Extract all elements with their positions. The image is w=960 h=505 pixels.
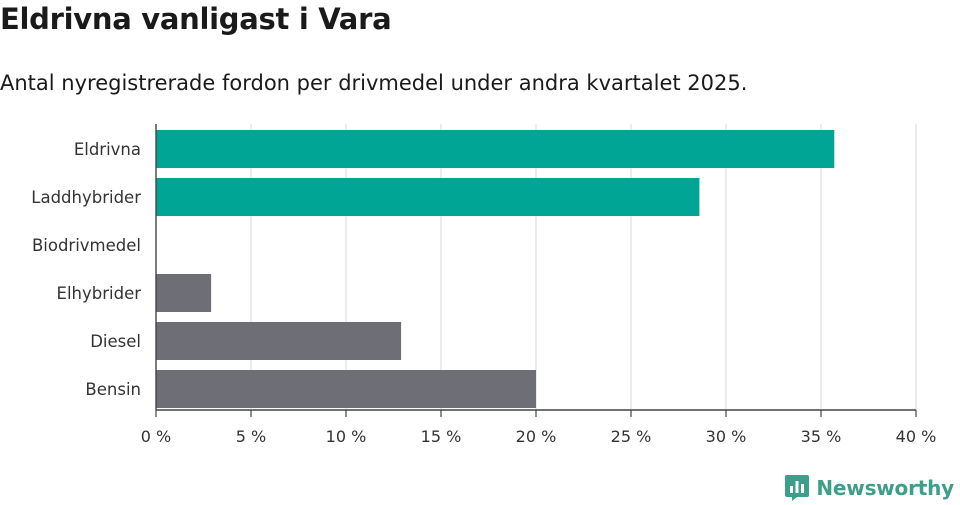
x-tick-label: 10 %: [326, 427, 367, 446]
chart-title: Eldrivna vanligast i Vara: [0, 2, 392, 36]
bar-bensin: [156, 370, 536, 408]
bar-chart-speech-bubble-icon: [785, 475, 810, 501]
x-tick-label: 25 %: [611, 427, 652, 446]
category-label: Laddhybrider: [31, 188, 141, 207]
x-axis: 0 % 5 % 10 % 15 % 20 % 25 % 30 % 35 % 40 %: [141, 124, 937, 446]
brand-name: Newsworthy: [816, 476, 954, 500]
bar-eldrivna: [156, 130, 835, 168]
x-tick-label: 5 %: [236, 427, 266, 446]
bar-diesel: [156, 322, 402, 360]
x-tick-label: 15 %: [421, 427, 462, 446]
x-tick-label: 20 %: [516, 427, 557, 446]
bar-laddhybrider: [156, 178, 700, 216]
chart-subtitle: Antal nyregistrerade fordon per drivmede…: [0, 71, 748, 95]
category-label: Bensin: [85, 380, 141, 399]
category-label: Eldrivna: [74, 140, 141, 159]
bar-elhybrider: [156, 274, 212, 312]
category-label: Elhybrider: [57, 284, 142, 303]
x-tick-label: 0 %: [141, 427, 171, 446]
x-tick-label: 35 %: [801, 427, 842, 446]
category-labels: Eldrivna Laddhybrider Biodrivmedel Elhybrid…: [31, 140, 141, 399]
x-tick-label: 40 %: [896, 427, 937, 446]
x-tick-label: 30 %: [706, 427, 747, 446]
newsworthy-logo[interactable]: Newsworthy: [784, 474, 954, 502]
category-label: Biodrivmedel: [32, 236, 141, 255]
grid-lines: [250, 124, 917, 410]
bars: [156, 130, 835, 408]
category-label: Diesel: [90, 332, 141, 351]
